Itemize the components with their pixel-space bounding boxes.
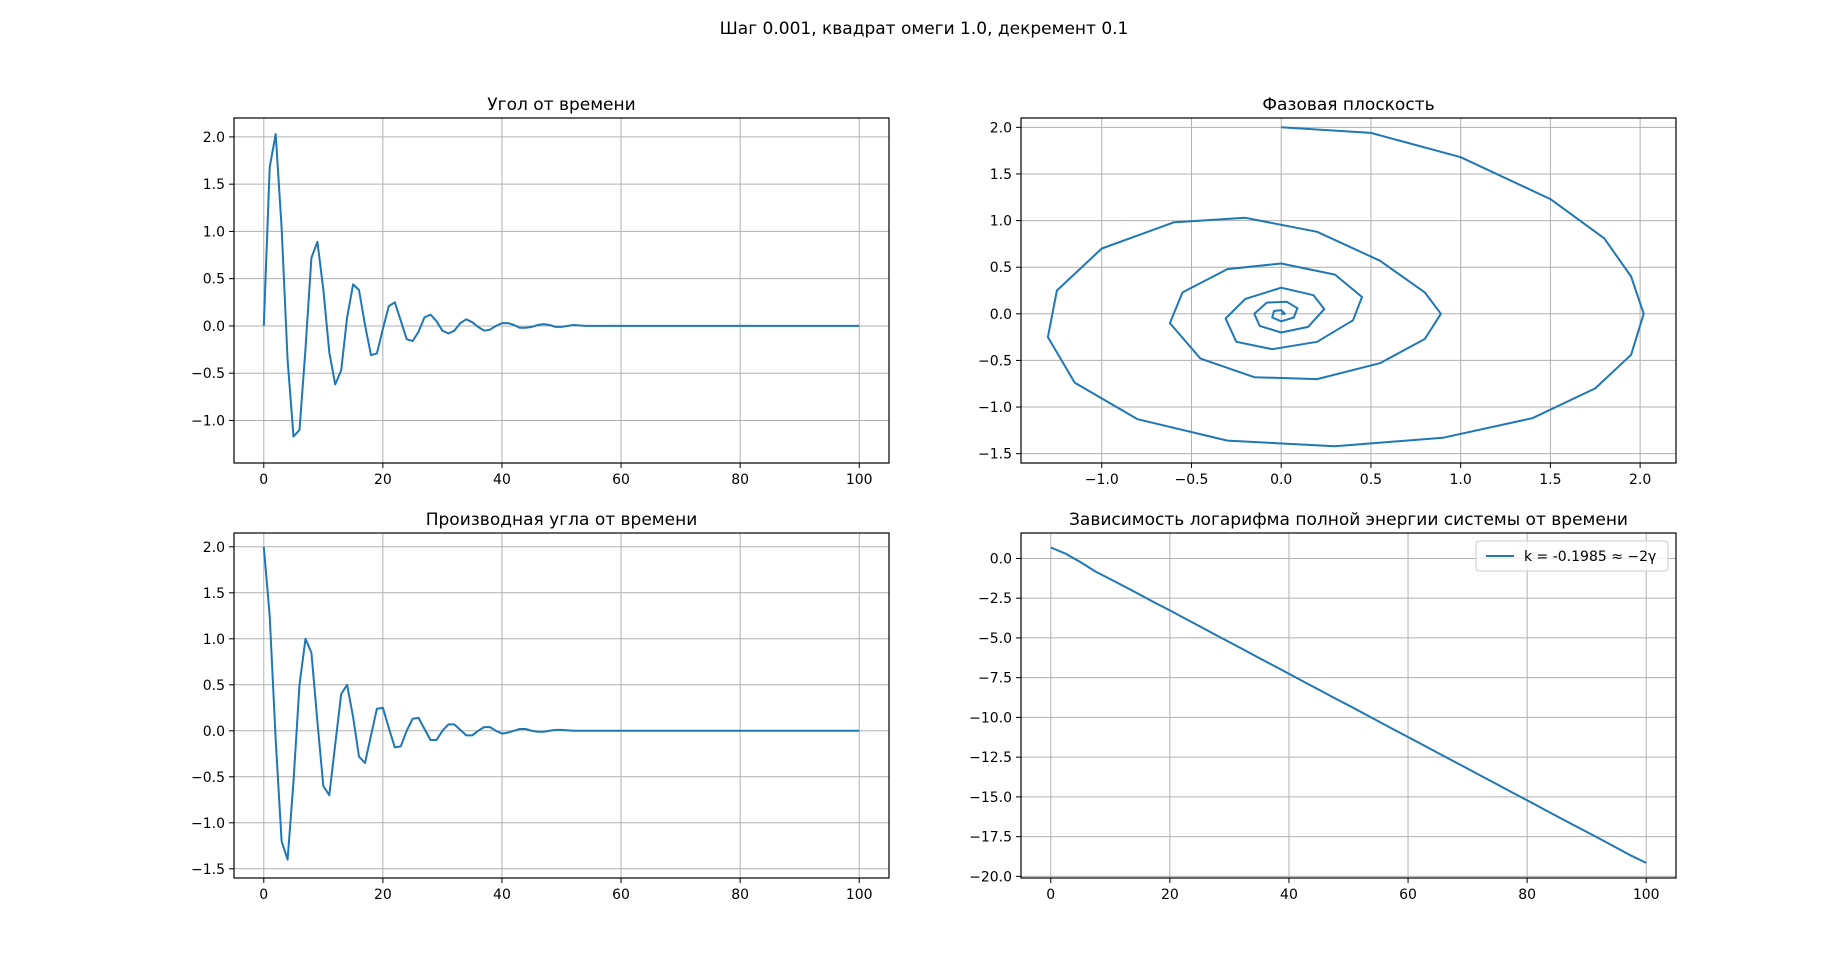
y-tick-label: −1.0	[191, 413, 225, 429]
x-tick-label: 80	[731, 472, 749, 488]
chart-title: Фазовая плоскость	[1262, 95, 1434, 115]
y-tick-label: −0.5	[191, 366, 225, 382]
x-tick-label: 1.5	[1539, 472, 1561, 488]
x-tick-label: 100	[846, 472, 873, 488]
x-tick-label: 0	[259, 887, 268, 903]
y-tick-label: −1.0	[978, 400, 1012, 416]
y-tick-label: 2.0	[203, 540, 225, 556]
legend-label: k = -0.1985 ≈ −2γ	[1524, 549, 1656, 565]
phase-plane-chart: −1.0 −0.5 0.0 0.5 1.0 1.5 2.0 −1.5 −1.0 −0.5 0.0 0.…	[978, 95, 1677, 488]
x-tick-label: 60	[612, 887, 630, 903]
y-tick-label: 2.0	[203, 130, 225, 146]
angle-vs-time-chart: 0 20 40 60 80 100 −1.0 −0.5 0.0 0.5 1.0 1.5 2.0 Угол …	[191, 95, 890, 488]
y-tick-label: 0.0	[203, 319, 225, 335]
y-tick-label: −17.5	[969, 830, 1012, 846]
y-tick-label: −1.5	[191, 862, 225, 878]
chart-title: Угол от времени	[487, 95, 635, 115]
series-line-0	[262, 546, 860, 861]
x-tick-label: 0	[1046, 887, 1055, 903]
y-tick-label: 0.0	[990, 307, 1012, 323]
legend: k = -0.1985 ≈ −2γ	[1475, 540, 1669, 572]
x-tick-label: 20	[374, 887, 392, 903]
angle-derivative-vs-time-chart: 0 20 40 60 80 100 −1.5 −1.0 −0.5 0.0 0.5 1.0 1.5 2.0 П…	[191, 510, 890, 903]
log-energy-vs-time-chart: 0 20 40 60 80 100 −20.0 −17.5 −15.0 −12.5 −10.0 −7.…	[969, 510, 1677, 903]
axes-frame	[233, 532, 890, 879]
legend-box	[1475, 540, 1669, 572]
axes-frame	[1020, 532, 1677, 879]
x-tick-label: 0	[259, 472, 268, 488]
series-line-0	[262, 133, 860, 438]
y-tick-label: −0.5	[191, 770, 225, 786]
axes-frame	[1020, 117, 1677, 464]
y-tick-label: −15.0	[969, 790, 1012, 806]
x-tick-label: 40	[493, 887, 511, 903]
y-tick-label: 1.5	[203, 177, 225, 193]
y-tick-label: 1.5	[990, 167, 1012, 183]
series-line-0	[1046, 126, 1645, 448]
series-line-0	[1050, 546, 1647, 864]
y-tick-label: 1.5	[203, 586, 225, 602]
chart-title: Зависимость логарифма полной энергии сис…	[1069, 510, 1628, 530]
y-tick-label: 0.5	[203, 678, 225, 694]
y-tick-label: 0.5	[990, 260, 1012, 276]
x-tick-label: 40	[1280, 887, 1298, 903]
x-tick-label: 20	[374, 472, 392, 488]
y-tick-label: −0.5	[978, 353, 1012, 369]
y-tick-label: 0.5	[203, 272, 225, 288]
figure-suptitle: Шаг 0.001, квадрат омеги 1.0, декремент …	[720, 19, 1129, 39]
x-tick-label: 100	[1633, 887, 1660, 903]
y-tick-label: −20.0	[969, 869, 1012, 885]
x-tick-label: 60	[1399, 887, 1417, 903]
x-tick-label: 40	[493, 472, 511, 488]
y-tick-label: −12.5	[969, 750, 1012, 766]
y-tick-label: 1.0	[203, 632, 225, 648]
x-tick-label: 2.0	[1629, 472, 1651, 488]
x-tick-label: 0.0	[1270, 472, 1292, 488]
x-tick-label: −0.5	[1174, 472, 1208, 488]
y-tick-label: 0.0	[203, 724, 225, 740]
x-tick-label: 100	[846, 887, 873, 903]
y-tick-label: −2.5	[978, 591, 1012, 607]
y-tick-label: 1.0	[990, 214, 1012, 230]
y-tick-label: −1.5	[978, 447, 1012, 463]
x-tick-label: 20	[1161, 887, 1179, 903]
y-tick-label: −10.0	[969, 710, 1012, 726]
y-tick-label: 1.0	[203, 224, 225, 240]
x-tick-label: 0.5	[1360, 472, 1382, 488]
axes-frame	[233, 117, 890, 464]
x-tick-label: 60	[612, 472, 630, 488]
x-tick-label: −1.0	[1085, 472, 1119, 488]
y-tick-label: −7.5	[978, 671, 1012, 687]
y-tick-label: −1.0	[191, 816, 225, 832]
x-tick-label: 80	[731, 887, 749, 903]
x-tick-label: 80	[1518, 887, 1536, 903]
y-tick-label: 2.0	[990, 120, 1012, 136]
chart-title: Производная угла от времени	[426, 510, 698, 530]
y-tick-label: 0.0	[990, 551, 1012, 567]
x-tick-label: 1.0	[1450, 472, 1472, 488]
y-tick-label: −5.0	[978, 631, 1012, 647]
